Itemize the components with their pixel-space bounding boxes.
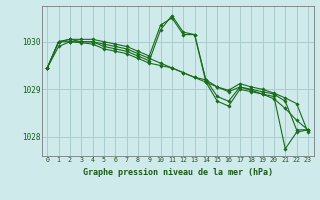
X-axis label: Graphe pression niveau de la mer (hPa): Graphe pression niveau de la mer (hPa) — [83, 168, 273, 177]
